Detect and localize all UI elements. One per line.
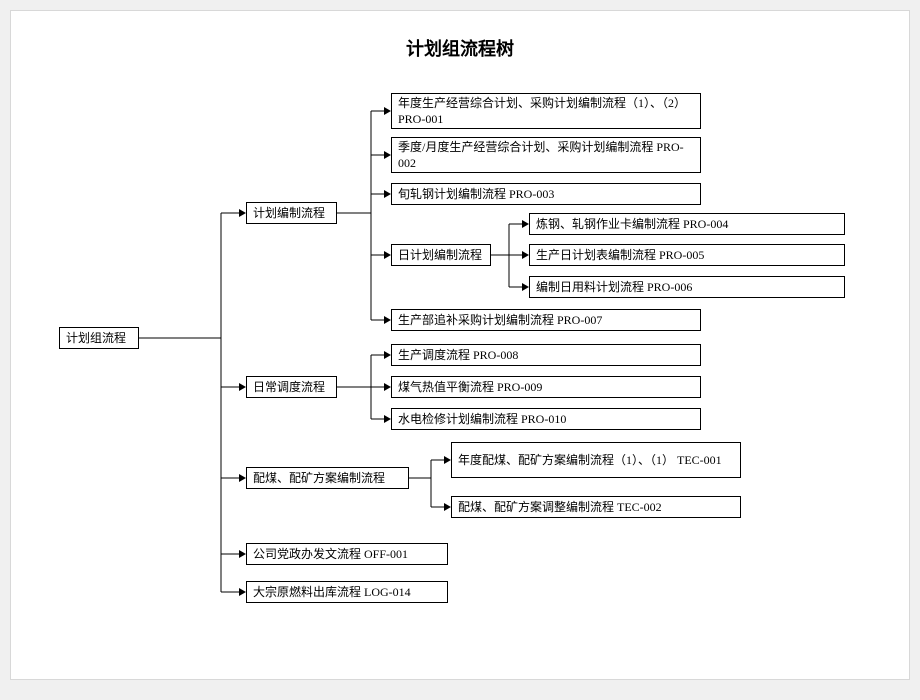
arrow-icon [384,316,391,324]
arrow-icon [444,503,451,511]
arrow-icon [384,107,391,115]
arrow-icon [384,251,391,259]
node-pro-006: 编制日用料计划流程 PRO-006 [529,276,845,298]
arrow-icon [239,588,246,596]
arrow-icon [384,383,391,391]
arrow-icon [239,550,246,558]
node-pro-009: 煤气热值平衡流程 PRO-009 [391,376,701,398]
node-pro-008: 生产调度流程 PRO-008 [391,344,701,366]
diagram-title: 计划组流程树 [11,35,909,61]
arrow-icon [384,351,391,359]
diagram-page: 计划组流程树 计 [10,10,910,680]
node-root: 计划组流程 [59,327,139,349]
node-bulk-material: 大宗原燃料出库流程 LOG-014 [246,581,448,603]
node-pro-003: 旬轧钢计划编制流程 PRO-003 [391,183,701,205]
node-pro-010: 水电检修计划编制流程 PRO-010 [391,408,701,430]
arrow-icon [522,251,529,259]
arrow-icon [239,383,246,391]
node-pro-004: 炼钢、轧钢作业卡编制流程 PRO-004 [529,213,845,235]
node-pro-002: 季度/月度生产经营综合计划、采购计划编制流程 PRO-002 [391,137,701,173]
node-tec-002: 配煤、配矿方案调整编制流程 TEC-002 [451,496,741,518]
arrow-icon [239,209,246,217]
node-office-doc: 公司党政办发文流程 OFF-001 [246,543,448,565]
node-pro-005: 生产日计划表编制流程 PRO-005 [529,244,845,266]
arrow-icon [239,474,246,482]
arrow-icon [522,220,529,228]
node-daily-plan-compile: 日计划编制流程 [391,244,491,266]
node-pro-007: 生产部追补采购计划编制流程 PRO-007 [391,309,701,331]
arrow-icon [444,456,451,464]
arrow-icon [384,415,391,423]
node-tec-001: 年度配煤、配矿方案编制流程（1）、（1） TEC-001 [451,442,741,478]
node-pro-001: 年度生产经营综合计划、采购计划编制流程（1）、（2） PRO-001 [391,93,701,129]
node-coal-plan: 配煤、配矿方案编制流程 [246,467,409,489]
arrow-icon [384,190,391,198]
node-daily-dispatch: 日常调度流程 [246,376,337,398]
node-plan-compile: 计划编制流程 [246,202,337,224]
arrow-icon [384,151,391,159]
arrow-icon [522,283,529,291]
